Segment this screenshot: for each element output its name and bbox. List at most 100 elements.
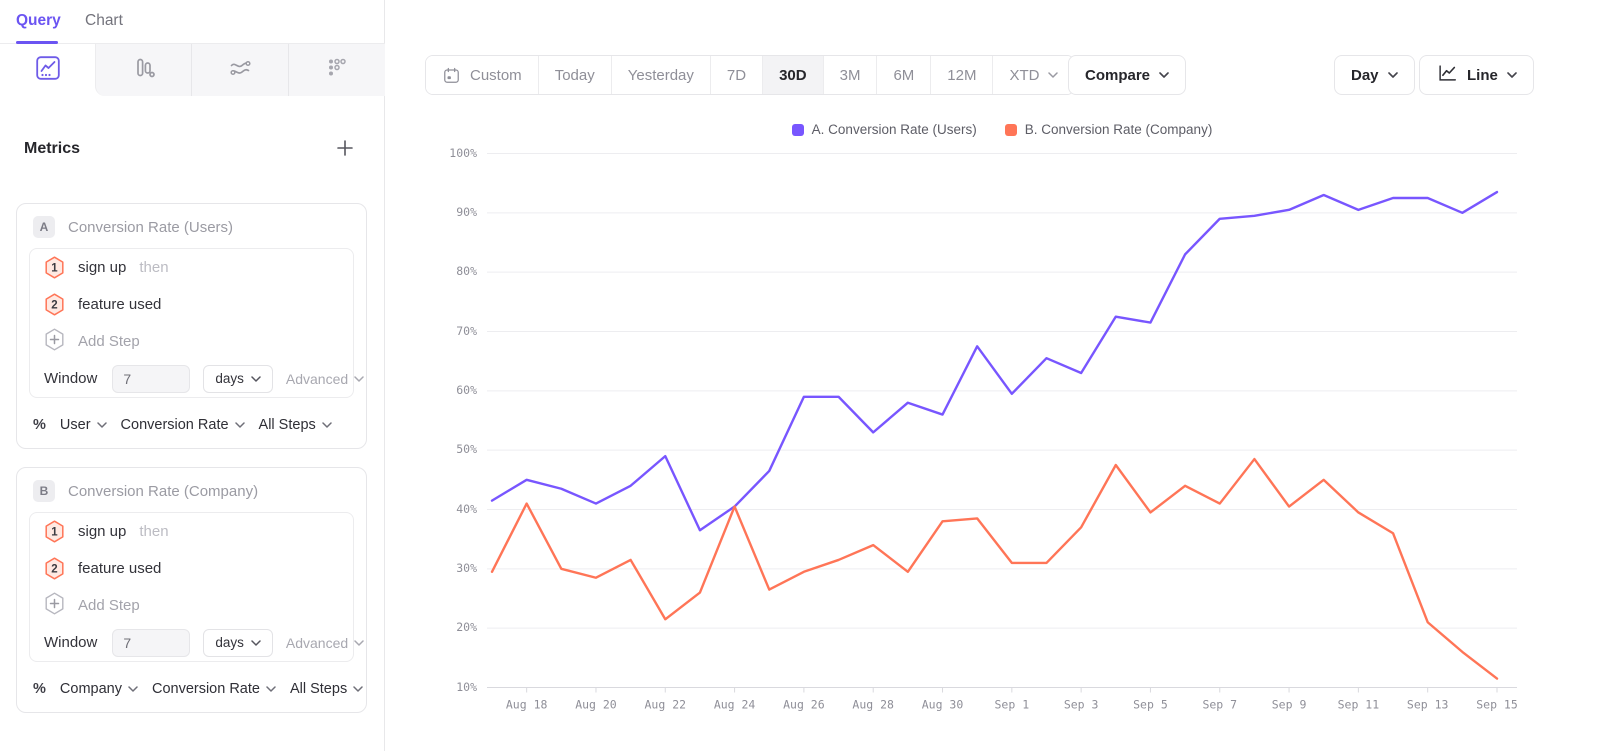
y-axis-label: 100% — [449, 145, 477, 160]
window-label: Window — [44, 634, 98, 651]
compare-button[interactable]: Compare — [1068, 55, 1187, 95]
date-range-30d[interactable]: 30D — [762, 56, 823, 94]
add-step-plus-icon — [44, 592, 65, 620]
chart-legend: A. Conversion Rate (Users) B. Conversion … — [487, 122, 1517, 137]
add-step-label: Add Step — [78, 597, 140, 614]
tab-flows[interactable] — [192, 44, 288, 96]
chevron-down-icon — [251, 639, 261, 646]
x-axis-label: Sep 13 — [1407, 698, 1449, 712]
funnel-step-row[interactable]: 2 feature used — [30, 286, 353, 323]
svg-text:2: 2 — [51, 563, 57, 575]
svg-text:1: 1 — [51, 526, 58, 538]
step-event-label: sign up — [78, 523, 127, 540]
step-event-label: sign up — [78, 259, 127, 276]
step-event-label: feature used — [78, 560, 162, 577]
counting-entity-dropdown[interactable]: User — [60, 417, 107, 433]
svg-text:1: 1 — [51, 262, 58, 274]
date-range-today[interactable]: Today — [537, 56, 611, 94]
x-axis-label: Aug 22 — [645, 698, 687, 712]
y-axis-label: 60% — [456, 382, 477, 397]
metric-settings-row: % User Conversion Rate All Steps — [33, 411, 332, 439]
legend-swatch — [791, 123, 804, 136]
metric-card-a-header[interactable]: A Conversion Rate (Users) — [33, 214, 233, 240]
x-axis-label: Sep 15 — [1476, 698, 1517, 712]
x-axis-label: Sep 9 — [1272, 698, 1307, 712]
y-axis-label: 90% — [456, 204, 477, 219]
percent-format-icon: % — [33, 681, 46, 697]
metric-letter-badge: B — [33, 480, 55, 502]
tab-funnels[interactable] — [96, 44, 192, 96]
chevron-down-icon — [1507, 72, 1517, 78]
retention-dots-icon — [323, 55, 349, 86]
x-axis-label: Aug 28 — [852, 698, 894, 712]
y-axis-label: 30% — [456, 560, 477, 575]
legend-item-a[interactable]: A. Conversion Rate (Users) — [791, 122, 977, 137]
y-axis-label: 40% — [456, 501, 477, 516]
window-value-input[interactable] — [112, 628, 191, 657]
chevron-down-icon — [266, 686, 276, 692]
date-range-yesterday[interactable]: Yesterday — [610, 56, 710, 94]
step-number-hexagon: 2 — [45, 293, 64, 316]
chevron-down-icon — [353, 686, 363, 692]
x-axis-label: Sep 3 — [1064, 698, 1099, 712]
advanced-toggle[interactable]: Advanced — [286, 635, 364, 651]
chevron-down-icon — [96, 422, 107, 428]
legend-label: A. Conversion Rate (Users) — [811, 122, 977, 137]
date-range-custom[interactable]: Custom — [426, 56, 538, 94]
date-range-12m[interactable]: 12M — [930, 56, 993, 94]
tab-query-active-underline — [16, 41, 58, 44]
chevron-down-icon — [1048, 72, 1059, 78]
add-step-button[interactable]: Add Step — [30, 323, 353, 360]
chevron-down-icon — [251, 375, 261, 382]
tab-chart[interactable]: Chart — [85, 12, 123, 29]
legend-item-b[interactable]: B. Conversion Rate (Company) — [1004, 122, 1212, 137]
date-range-3m[interactable]: 3M — [822, 56, 877, 94]
x-axis-label: Sep 7 — [1202, 698, 1237, 712]
tab-retention[interactable] — [288, 44, 384, 96]
chevron-down-icon — [354, 375, 364, 382]
y-axis-label: 10% — [456, 679, 477, 694]
date-range-7d[interactable]: 7D — [709, 56, 763, 94]
add-step-button[interactable]: Add Step — [30, 587, 353, 624]
calendar-icon — [444, 67, 459, 83]
conversion-window-row: Window days Advanced — [30, 360, 364, 397]
funnel-step-row[interactable]: 1 sign up then — [30, 249, 353, 286]
metrics-section-title: Metrics — [24, 140, 81, 157]
granularity-button[interactable]: Day — [1334, 55, 1415, 95]
plus-icon — [335, 138, 355, 163]
conversion-window-row: Window days Advanced — [30, 624, 364, 661]
y-axis-label: 50% — [456, 442, 477, 457]
tab-insights[interactable] — [0, 44, 96, 96]
counting-entity-dropdown[interactable]: Company — [60, 681, 138, 697]
series-line-a — [490, 190, 1499, 532]
tab-query[interactable]: Query — [16, 12, 61, 29]
funnel-step-row[interactable]: 1 sign up then — [30, 513, 353, 550]
y-axis-label: 20% — [456, 620, 477, 635]
date-range-6m[interactable]: 6M — [876, 56, 931, 94]
metric-title: Conversion Rate (Users) — [68, 218, 234, 236]
funnel-step-row[interactable]: 2 feature used — [30, 550, 353, 587]
line-chart-icon — [1436, 62, 1458, 88]
step-then-suffix: then — [139, 259, 169, 276]
add-metric-button[interactable] — [333, 138, 357, 162]
steps-scope-dropdown[interactable]: All Steps — [290, 681, 363, 697]
window-unit-select[interactable]: days — [203, 628, 273, 657]
measurement-dropdown[interactable]: Conversion Rate — [152, 681, 276, 697]
x-axis-label: Aug 20 — [575, 698, 617, 712]
query-builder-sidebar: Query Chart — [0, 0, 385, 751]
window-value-input[interactable] — [112, 364, 191, 393]
advanced-toggle[interactable]: Advanced — [286, 371, 364, 387]
metric-card-b-header[interactable]: B Conversion Rate (Company) — [33, 478, 258, 504]
chart-type-button[interactable]: Line — [1419, 55, 1534, 95]
chevron-down-icon — [1387, 72, 1398, 78]
window-unit-select[interactable]: days — [203, 364, 273, 393]
svg-text:2: 2 — [51, 299, 57, 311]
chevron-down-icon — [354, 639, 364, 646]
percent-format-icon: % — [33, 417, 46, 433]
measurement-dropdown[interactable]: Conversion Rate — [121, 417, 245, 433]
chevron-down-icon — [128, 686, 138, 692]
steps-scope-dropdown[interactable]: All Steps — [259, 417, 332, 433]
date-range-xtd[interactable]: XTD — [992, 56, 1075, 94]
add-step-plus-icon — [44, 328, 65, 356]
